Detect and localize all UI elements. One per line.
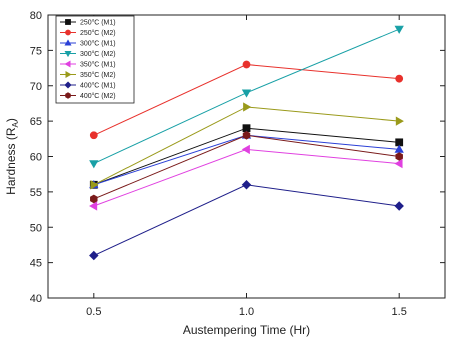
data-point bbox=[242, 60, 251, 69]
y-tick-label: 65 bbox=[30, 116, 42, 128]
axis-ticks: 40 45 50 55 60 65 70 75 80 0.5 1.0 1.5 bbox=[30, 10, 445, 318]
data-point bbox=[395, 116, 404, 126]
y-axis-title: Hardness (RA) bbox=[4, 118, 20, 195]
data-point bbox=[241, 144, 250, 155]
data-point bbox=[243, 102, 252, 112]
data-point bbox=[89, 201, 98, 211]
y-axis-title-close: ) bbox=[4, 118, 18, 122]
legend-label: 350oC (M2) bbox=[80, 70, 116, 79]
legend-label: 250oC (M2) bbox=[80, 28, 116, 37]
legend-label: 400oC (M2) bbox=[80, 91, 116, 100]
legend-label: 350oC (M1) bbox=[80, 60, 116, 69]
x-tick-label: 1.0 bbox=[239, 306, 254, 318]
data-point bbox=[90, 180, 99, 190]
legend-marker bbox=[64, 50, 72, 58]
legend-item: 350oC (M2) bbox=[60, 70, 116, 79]
legend: 250oC (M1)250oC (M2) 300oC (M1)300oC (M2)… bbox=[55, 15, 135, 104]
legend-marker bbox=[65, 92, 71, 99]
legend-item: 300oC (M2) bbox=[60, 49, 116, 58]
legend-item: 400oC (M2) bbox=[60, 91, 116, 100]
series-2 bbox=[89, 60, 404, 140]
y-tick-label: 70 bbox=[30, 81, 42, 93]
data-point bbox=[395, 74, 404, 83]
y-tick-label: 60 bbox=[30, 152, 42, 164]
series-5 bbox=[89, 144, 403, 211]
x-tick-label: 0.5 bbox=[86, 306, 101, 318]
legend-item: 400oC (M1) bbox=[60, 81, 116, 90]
series-8 bbox=[90, 130, 403, 204]
data-point bbox=[394, 158, 403, 169]
x-axis-title: Austempering Time (Hr) bbox=[183, 323, 310, 337]
legend-item: 250oC (M1) bbox=[60, 18, 116, 27]
y-axis-title-sub: A bbox=[11, 121, 20, 127]
series-4 bbox=[89, 25, 404, 169]
data-point bbox=[241, 89, 252, 98]
legend-item: 250oC (M2) bbox=[60, 28, 116, 37]
legend-marker bbox=[65, 70, 72, 79]
series-line bbox=[93, 148, 400, 207]
x-tick-label: 1.5 bbox=[392, 306, 407, 318]
y-axis-title-main: Hardness (R bbox=[4, 127, 18, 195]
series-layer bbox=[89, 25, 404, 261]
y-tick-label: 50 bbox=[30, 222, 42, 234]
legend-label: 250oC (M1) bbox=[80, 18, 116, 27]
legend-label: 300oC (M2) bbox=[80, 49, 116, 58]
series-6 bbox=[90, 102, 404, 190]
legend-marker bbox=[64, 39, 72, 46]
data-point bbox=[89, 160, 99, 169]
data-point bbox=[90, 194, 98, 204]
series-7 bbox=[89, 180, 404, 261]
y-tick-label: 55 bbox=[30, 187, 42, 199]
series-line bbox=[93, 106, 400, 186]
data-point bbox=[242, 130, 251, 140]
legend-label: 400oC (M1) bbox=[80, 81, 116, 90]
legend-marker bbox=[65, 29, 71, 36]
data-point bbox=[394, 25, 404, 34]
y-tick-label: 75 bbox=[30, 45, 42, 57]
series-line bbox=[93, 184, 400, 257]
data-point bbox=[89, 131, 98, 140]
legend-marker bbox=[65, 19, 71, 25]
legend-marker bbox=[64, 81, 72, 89]
legend-item: 300oC (M1) bbox=[60, 39, 116, 48]
legend-item: 350oC (M1) bbox=[60, 60, 116, 69]
y-tick-label: 40 bbox=[30, 293, 42, 305]
legend-label: 300oC (M1) bbox=[80, 39, 116, 48]
data-point bbox=[394, 201, 404, 211]
data-point bbox=[241, 180, 252, 190]
y-tick-label: 80 bbox=[30, 10, 42, 22]
legend-marker bbox=[64, 60, 71, 68]
data-point bbox=[395, 152, 403, 161]
data-point bbox=[89, 250, 99, 261]
y-tick-label: 45 bbox=[30, 258, 42, 270]
